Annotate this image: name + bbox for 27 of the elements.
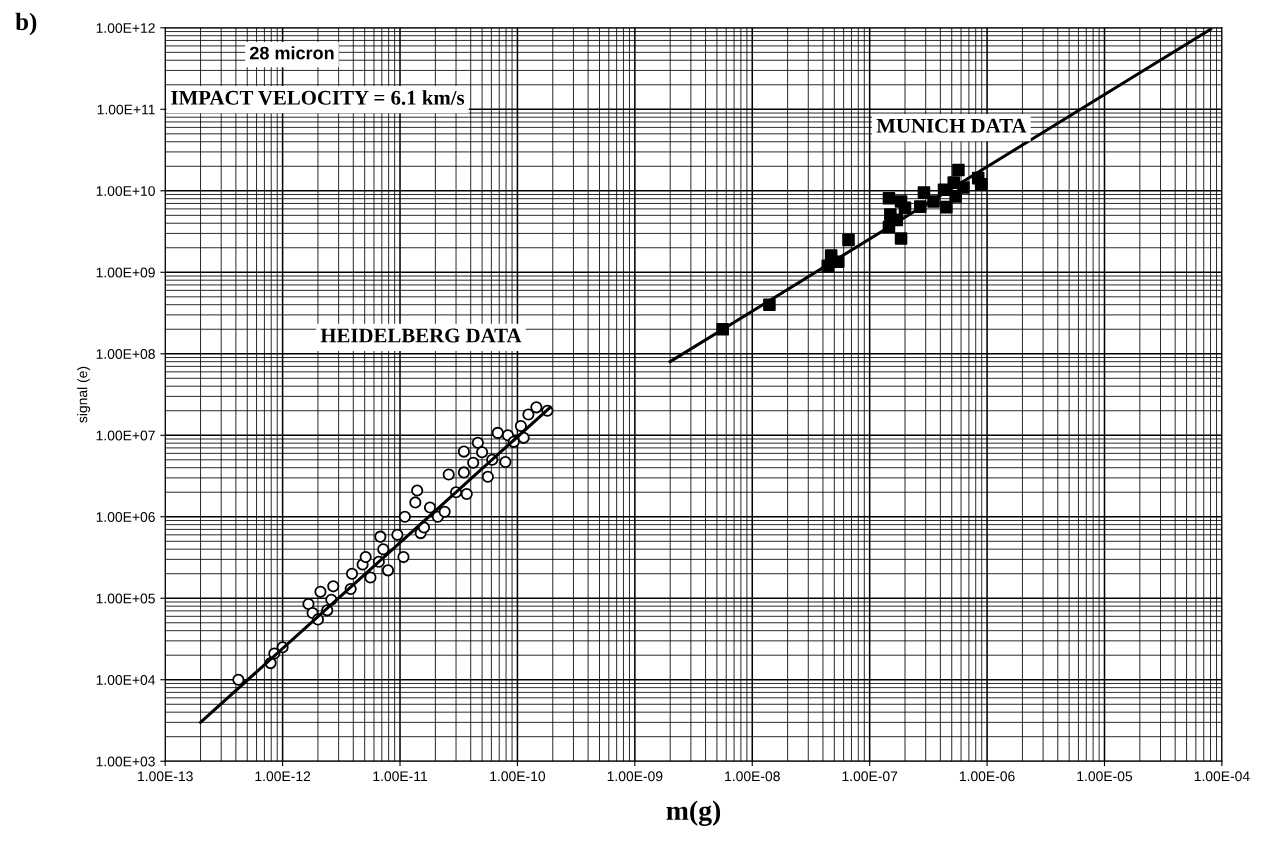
y-tick-label: 1.00E+11 (97, 104, 155, 115)
y-tick-label: 1.00E+03 (96, 756, 155, 767)
y-tick-label: 1.00E+12 (96, 23, 155, 33)
x-tick-label: 1.00E-04 (1194, 771, 1250, 782)
y-tick-label: 1.00E+08 (96, 349, 155, 359)
y-tick-label: 1.00E+05 (96, 593, 155, 604)
x-tick-label: 1.00E-11 (373, 771, 428, 782)
x-tick-label: 1.00E-09 (607, 771, 663, 782)
text: b) (15, 12, 37, 36)
x-tick-label: 1.00E-08 (725, 771, 780, 782)
annotation: MUNICH DATA (876, 118, 1027, 133)
y-tick-label: 1.00E+09 (96, 267, 155, 278)
y-axis-title: signal (e) (77, 366, 91, 423)
annotation: 28 micron (249, 46, 334, 60)
x-tick-label: 1.00E-05 (1077, 771, 1133, 782)
x-tick-label: 1.00E-12 (255, 771, 311, 782)
annotation: IMPACT VELOCITY = 6.1 km/s (171, 90, 465, 105)
x-axis-title: m(g) (666, 800, 721, 826)
x-tick-label: 1.00E-10 (490, 771, 546, 782)
x-tick-label: 1.00E-06 (959, 771, 1015, 782)
y-tick-label: 1.00E+07 (96, 430, 155, 441)
y-tick-label: 1.00E+06 (96, 512, 155, 522)
y-tick-label: 1.00E+10 (96, 186, 155, 196)
x-tick-label: 1.00E-07 (842, 771, 898, 782)
y-tick-label: 1.00E+04 (96, 675, 156, 685)
x-tick-label: 1.00E-13 (138, 771, 193, 782)
annotation: HEIDELBERG DATA (320, 328, 522, 343)
